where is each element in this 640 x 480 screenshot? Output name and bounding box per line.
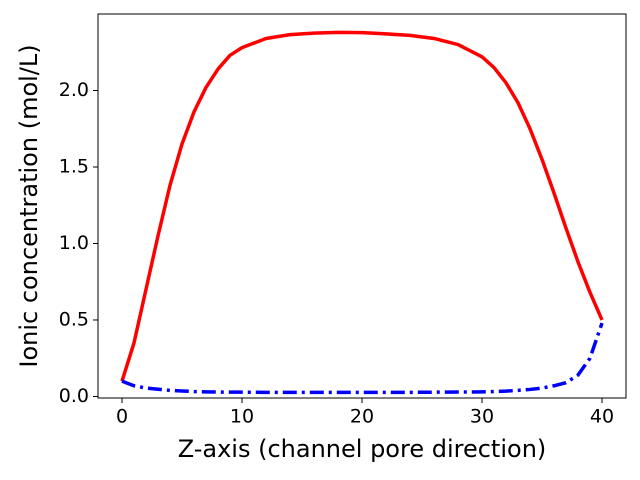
y-axis-label: Ionic concentration (mol/L) [15,44,43,367]
x-tick-label: 20 [350,406,374,428]
y-tick-label: 0.5 [59,308,89,330]
y-tick-label: 1.5 [59,155,89,177]
series-line [120,30,604,382]
x-axis-label: Z-axis (channel pore direction) [178,435,547,463]
y-tick-label: 0.0 [59,385,89,407]
x-tick-label: 10 [230,406,254,428]
y-tick-label: 1.0 [59,232,89,254]
x-tick-label: 40 [590,406,614,428]
y-tick-label: 2.0 [59,79,89,101]
x-tick-label: 30 [470,406,494,428]
x-tick-label: 0 [116,406,128,428]
series-line [121,322,604,395]
plot-frame [97,13,627,399]
